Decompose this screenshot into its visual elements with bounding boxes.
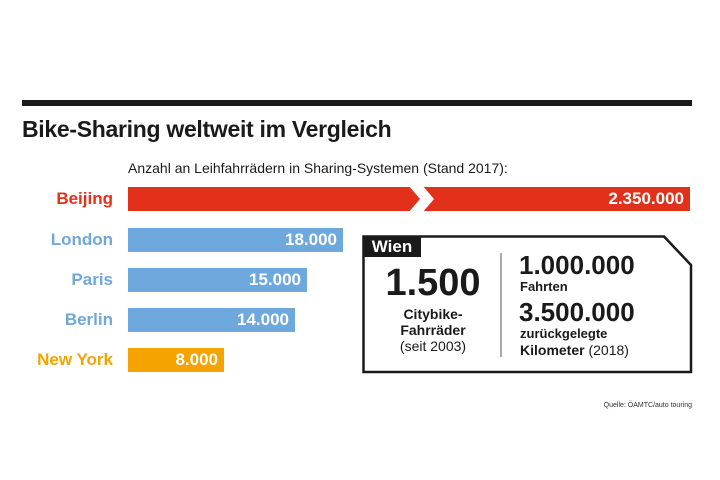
wien-km-text1: zurückgelegte — [520, 326, 608, 341]
wien-km-text2: Kilometer — [520, 342, 585, 358]
value-label: 15.000 — [249, 270, 301, 289]
bar-beijing — [128, 187, 690, 211]
category-label: Paris — [71, 270, 113, 289]
wien-bikes-text1: Citybike- — [403, 306, 463, 322]
wien-km-text2-line: Kilometer (2018) — [520, 342, 629, 358]
category-label: New York — [37, 350, 113, 369]
wien-bikes-text3: (seit 2003) — [399, 338, 467, 354]
top-rule — [22, 100, 692, 106]
wien-km-value: 3.500.000 — [519, 297, 635, 327]
wien-label: Wien — [363, 236, 421, 257]
wien-bikes-text2: Fahrräder — [400, 322, 466, 338]
source-note: Quelle: ÖAMTC/auto touring — [603, 402, 692, 409]
value-label: 2.350.000 — [608, 189, 684, 208]
wien-box — [362, 235, 693, 374]
wien-rides-text: Fahrten — [520, 279, 568, 294]
wien-bikes-value: 1.500 — [385, 262, 481, 304]
bar-paris — [128, 268, 307, 292]
chart-subtitle: Anzahl an Leihfahrrädern in Sharing-Syst… — [128, 160, 508, 176]
category-label: Berlin — [64, 310, 113, 329]
bar-london — [128, 228, 343, 252]
value-label: 18.000 — [285, 230, 337, 249]
category-label: London — [50, 230, 113, 249]
value-label: 8.000 — [175, 350, 218, 369]
axis-break-icon — [408, 185, 434, 213]
wien-km-text3: (2018) — [588, 342, 629, 358]
value-label: 14.000 — [237, 310, 289, 329]
wien-rides-value: 1.000.000 — [519, 250, 635, 280]
bar-berlin — [128, 308, 295, 332]
bar-new-york — [128, 348, 224, 372]
chart-title: Bike-Sharing weltweit im Vergleich — [22, 116, 392, 142]
category-label: Beijing — [56, 189, 113, 208]
